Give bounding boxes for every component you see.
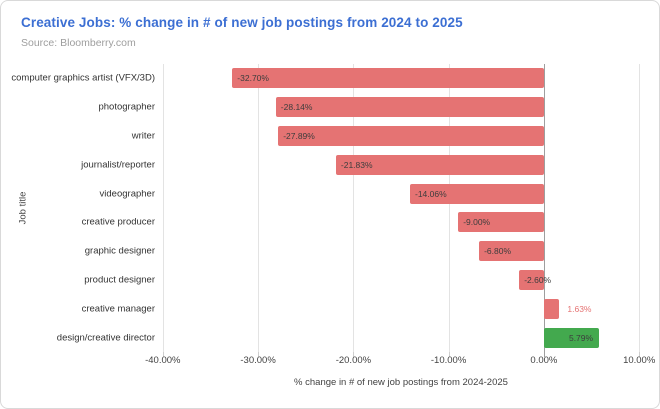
- bar-value-label: -2.60%: [524, 275, 552, 285]
- bar-value-label: -28.14%: [280, 102, 313, 113]
- vertical-gridline: [162, 64, 164, 352]
- category-label: journalist/reporter: [81, 159, 155, 171]
- chart-source: Source: Bloomberry.com: [21, 37, 136, 49]
- bar-negative: -21.83%: [335, 154, 544, 175]
- bar-negative: -27.89%: [278, 126, 544, 146]
- x-tick-label: -30.00%: [240, 355, 276, 366]
- category-label: graphic designer: [84, 245, 155, 257]
- axis-tick-mark: [448, 352, 450, 357]
- bar-value-label: -21.83%: [340, 159, 373, 170]
- x-tick-label: -20.00%: [335, 355, 372, 366]
- axis-tick-mark: [162, 352, 164, 357]
- category-label: creative producer: [81, 216, 155, 228]
- vertical-gridline: [639, 64, 641, 352]
- category-label: product designer: [84, 274, 155, 286]
- bar-positive: 1.63%: [543, 298, 592, 319]
- bar-value-label: 1.63%: [567, 303, 592, 314]
- axis-tick-mark: [353, 352, 355, 357]
- bar-value-label: -27.89%: [283, 131, 315, 141]
- category-label: photographer: [98, 101, 155, 113]
- category-label: computer graphics artist (VFX/3D): [11, 72, 155, 84]
- bar-negative: -9.00%: [458, 212, 544, 233]
- bar-negative: -14.06%: [410, 183, 544, 204]
- zero-axis-line: [543, 64, 545, 352]
- bar-value-label: -6.80%: [484, 246, 512, 257]
- x-axis-title: % change in # of new job postings from 2…: [294, 377, 508, 388]
- x-axis-tick-labels: -40.00% -30.00% -20.00% -10.00% 0.00% 10.00%: [145, 355, 655, 369]
- bar-value-label: -9.00%: [463, 217, 491, 228]
- bar-negative: -32.70%: [232, 68, 544, 89]
- bar-positive: 5.79%: [543, 327, 600, 348]
- x-tick-label: -10.00%: [430, 355, 467, 366]
- vertical-gridline: [448, 64, 450, 352]
- category-label: creative manager: [81, 303, 155, 315]
- category-label: design/creative director: [56, 332, 155, 344]
- plot-area: -32.70% -28.14% -27.89% -21.83% -14.06% -9.00…: [158, 64, 644, 357]
- category-labels-column: computer graphics artist (VFX/3D) photogr…: [9, 64, 157, 352]
- bar-value-label: -32.70%: [237, 73, 269, 84]
- x-tick-label: 10.00%: [623, 355, 656, 366]
- bar-value-label: 5.79%: [568, 332, 594, 343]
- vertical-gridline: [258, 64, 260, 352]
- bar-negative: -28.14%: [275, 97, 544, 118]
- bar-value-label: -14.06%: [415, 188, 447, 199]
- bar-negative: -6.80%: [479, 241, 544, 262]
- axis-tick-mark: [258, 352, 260, 357]
- chart-title: Creative Jobs: % change in # of new job …: [21, 15, 463, 30]
- axis-tick-mark: [639, 352, 641, 357]
- vertical-gridline: [353, 64, 355, 352]
- category-label: videographer: [99, 188, 155, 200]
- category-label: writer: [131, 130, 155, 142]
- axis-tick-mark: [543, 352, 545, 357]
- x-tick-label: -40.00%: [145, 355, 181, 366]
- bar-negative: -2.60%: [519, 270, 551, 290]
- x-tick-label: 0.00%: [530, 355, 558, 366]
